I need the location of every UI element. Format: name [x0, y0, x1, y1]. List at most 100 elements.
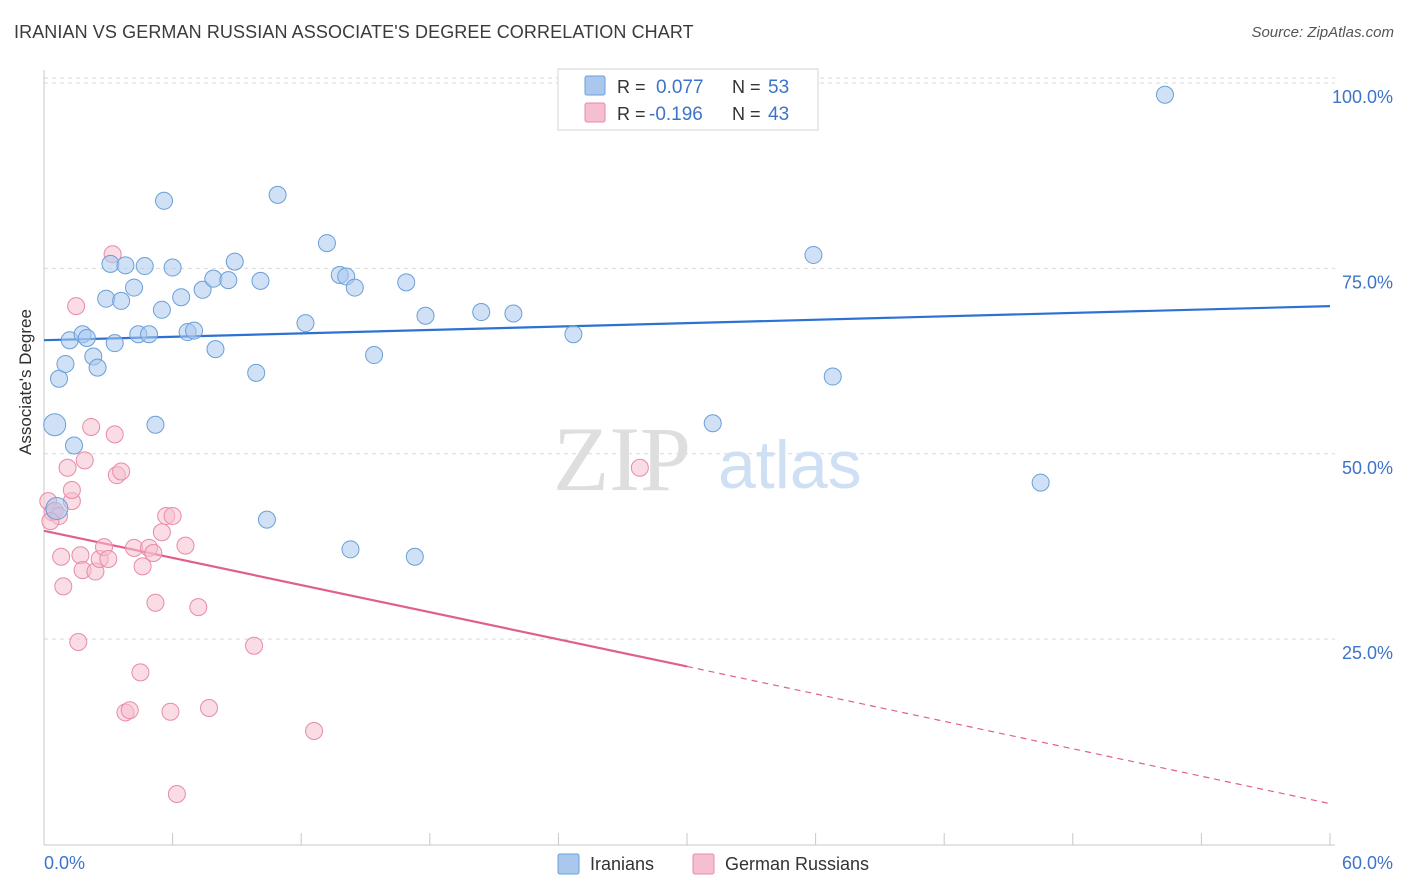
data-point-iranians — [65, 436, 84, 455]
n-value-german-russians: 43 — [768, 104, 789, 125]
data-point-iranians — [140, 325, 159, 344]
x-tick-labels: 0.0% 60.0% — [44, 853, 1393, 873]
data-point-german-russians — [120, 701, 139, 720]
data-point-iranians — [56, 354, 75, 373]
data-point-iranians — [50, 369, 69, 388]
data-point-iranians — [146, 415, 165, 434]
data-point-iranians — [88, 358, 107, 377]
y-tick-label: 100.0% — [1332, 87, 1393, 107]
data-point-iranians — [112, 291, 131, 310]
data-point-german-russians — [245, 636, 264, 655]
data-point-iranians — [268, 185, 287, 204]
data-point-german-russians — [125, 538, 144, 557]
trend-lines — [43, 305, 1331, 805]
data-point-iranians — [397, 273, 416, 292]
n-label-iranians: N = — [732, 77, 761, 97]
data-point-german-russians — [305, 721, 324, 740]
legend-swatch-iranians — [557, 853, 580, 875]
data-point-iranians — [365, 346, 384, 365]
data-point-iranians — [185, 321, 204, 340]
data-point-german-russians — [200, 698, 219, 717]
data-point-german-russians — [69, 633, 88, 652]
data-point-german-russians — [630, 458, 649, 477]
x-tick-label-min: 0.0% — [44, 853, 85, 873]
data-point-german-russians — [105, 425, 124, 444]
data-point-german-russians — [163, 506, 182, 525]
trend-line-german-russians-extension — [686, 665, 1331, 805]
y-tick-label: 50.0% — [1342, 458, 1393, 478]
data-point-iranians — [405, 547, 424, 566]
data-point-iranians — [163, 258, 182, 277]
data-point-german-russians — [161, 702, 180, 721]
data-point-iranians — [317, 234, 336, 253]
data-point-german-russians — [62, 480, 81, 499]
data-point-german-russians — [112, 462, 131, 481]
data-point-iranians — [77, 328, 96, 347]
r-label-german-russians: R = — [617, 104, 646, 124]
data-point-iranians — [101, 254, 120, 273]
data-point-iranians — [703, 414, 722, 433]
data-point-iranians — [225, 252, 244, 271]
data-point-iranians — [135, 257, 154, 276]
data-point-german-russians — [133, 557, 152, 576]
data-point-iranians — [1031, 473, 1050, 492]
data-point-german-russians — [99, 549, 118, 568]
legend-label-iranians: Iranians — [590, 854, 654, 874]
x-tick-label-max: 60.0% — [1342, 853, 1393, 873]
data-point-iranians — [472, 303, 491, 322]
data-point-iranians — [105, 334, 124, 353]
data-point-iranians — [116, 256, 135, 275]
data-point-german-russians — [176, 536, 195, 555]
stats-legend-swatch-iranians — [584, 75, 606, 96]
n-value-iranians: 53 — [768, 77, 789, 98]
data-point-iranians — [251, 271, 270, 290]
bottom-legend: Iranians German Russians — [557, 853, 869, 875]
data-point-iranians — [97, 289, 116, 308]
data-point-iranians — [345, 278, 364, 297]
data-point-german-russians — [131, 663, 150, 682]
data-point-iranians — [341, 540, 360, 559]
data-point-iranians — [804, 245, 823, 264]
data-point-iranians — [43, 413, 67, 437]
data-point-iranians — [823, 367, 842, 386]
y-tick-labels: 25.0% 50.0% 75.0% 100.0% — [1332, 87, 1393, 663]
gridlines — [44, 77, 1335, 640]
data-point-german-russians — [82, 417, 101, 436]
data-point-iranians — [564, 325, 583, 344]
data-point-iranians — [45, 497, 69, 521]
r-value-iranians: 0.077 — [656, 77, 704, 98]
watermark-zip: ZIP — [553, 408, 691, 510]
data-point-german-russians — [52, 547, 71, 566]
data-point-iranians — [193, 280, 212, 299]
data-point-german-russians — [146, 593, 165, 612]
data-point-iranians — [152, 300, 171, 319]
r-value-german-russians: -0.196 — [649, 104, 703, 125]
r-label-iranians: R = — [617, 77, 646, 97]
stats-legend: R = 0.077 N = 53 R = -0.196 N = 43 — [557, 68, 819, 131]
stats-legend-swatch-german-russians — [584, 102, 606, 123]
data-point-german-russians — [54, 577, 73, 596]
watermark: ZIP atlas — [553, 408, 862, 510]
data-point-german-russians — [189, 598, 208, 617]
y-tick-label: 25.0% — [1342, 643, 1393, 663]
data-point-iranians — [1155, 85, 1174, 104]
data-point-german-russians — [152, 523, 171, 542]
axes — [43, 70, 1335, 846]
data-point-german-russians — [167, 785, 186, 804]
data-point-iranians — [296, 314, 315, 333]
data-point-iranians — [206, 340, 225, 359]
watermark-atlas: atlas — [718, 427, 862, 503]
n-label-german-russians: N = — [732, 104, 761, 124]
data-point-iranians — [416, 306, 435, 325]
data-point-german-russians — [71, 546, 90, 565]
chart-title: IRANIAN VS GERMAN RUSSIAN ASSOCIATE'S DE… — [14, 22, 694, 42]
data-point-german-russians — [67, 297, 86, 316]
y-tick-label: 75.0% — [1342, 272, 1393, 292]
data-point-german-russians — [144, 544, 163, 563]
data-point-iranians — [504, 304, 523, 323]
data-point-iranians — [204, 269, 223, 288]
data-point-german-russians — [75, 451, 94, 470]
data-point-iranians — [257, 510, 276, 529]
legend-swatch-german-russians — [692, 853, 715, 875]
